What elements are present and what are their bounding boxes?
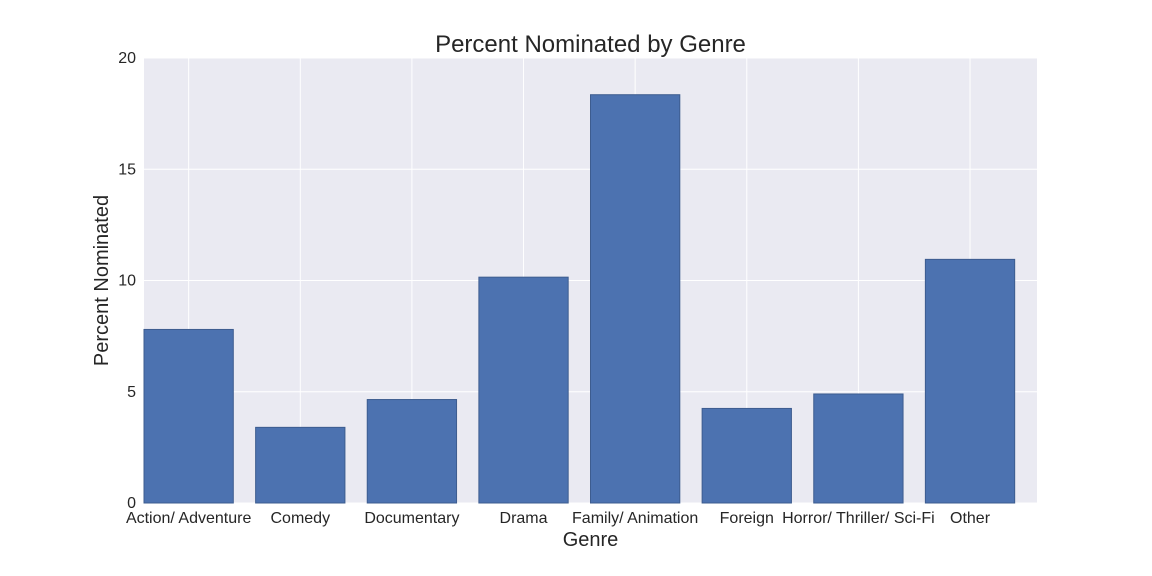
bar <box>924 258 1016 504</box>
x-tick-label: Action/ Adventure <box>126 510 252 527</box>
bar <box>701 407 792 504</box>
bar <box>255 426 346 504</box>
bar <box>590 94 681 504</box>
bar <box>813 393 904 504</box>
x-tick-label: Horror/ Thriller/ Sci-Fi <box>782 510 935 527</box>
bar <box>478 276 569 504</box>
bars-group <box>143 94 1016 504</box>
x-tick-label: Documentary <box>364 510 459 527</box>
y-tick-labels: 0 5 10 15 20 <box>118 50 136 512</box>
bar <box>143 328 234 504</box>
y-tick-label: 15 <box>118 161 136 178</box>
x-tick-label: Drama <box>500 510 548 527</box>
x-tick-label: Comedy <box>270 510 330 527</box>
y-tick-label: 0 <box>127 495 136 512</box>
chart-title: Percent Nominated by Genre <box>435 31 746 58</box>
y-tick-label: 20 <box>118 50 136 67</box>
x-tick-label: Foreign <box>720 510 774 527</box>
bar <box>366 399 458 504</box>
y-axis-label: Percent Nominated <box>91 195 113 366</box>
x-tick-labels: Action/ Adventure Comedy Documentary Drama F… <box>126 510 991 527</box>
x-axis-label: Genre <box>563 529 619 551</box>
x-tick-label: Family/ Animation <box>572 510 698 527</box>
y-tick-label: 5 <box>127 384 136 401</box>
y-tick-label: 10 <box>118 273 136 290</box>
x-tick-label: Other <box>950 510 991 527</box>
